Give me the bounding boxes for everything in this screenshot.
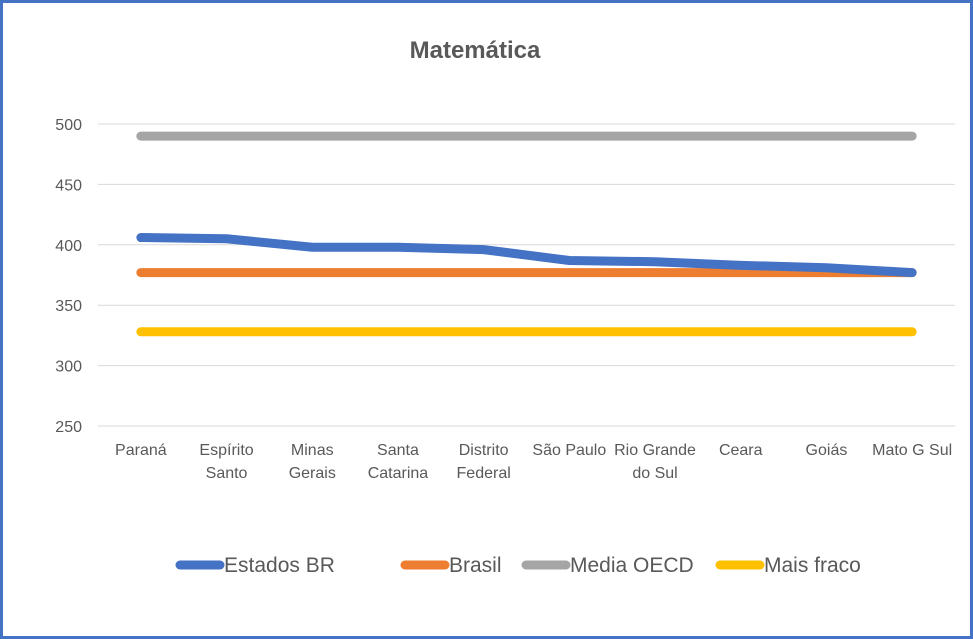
x-tick-label-line: Federal	[457, 465, 511, 482]
x-tick-label-line: do Sul	[632, 465, 677, 482]
x-tick-label-line: Mato G Sul	[872, 442, 952, 459]
x-tick-label-line: Goiás	[806, 442, 848, 459]
x-axis-ticks: Paraná Espírito Santo Minas Gerais Santa Catar…	[115, 442, 952, 482]
x-tick-label: Santa Catarina	[368, 442, 429, 482]
x-tick-label-line: Gerais	[289, 465, 336, 482]
legend-label: Mais fraco	[764, 554, 861, 577]
y-axis-ticks: 250 300 350 400 450 500	[55, 117, 82, 436]
series-lines	[136, 131, 917, 337]
legend: Estados BR Brasil Media OECD Mais fraco	[175, 554, 861, 577]
y-tick-label: 450	[55, 177, 82, 194]
series-line-estados-br	[136, 233, 917, 278]
chart-title: Matemática	[410, 37, 541, 64]
y-tick-label: 350	[55, 298, 82, 315]
x-tick-label-line: São Paulo	[532, 442, 606, 459]
x-tick-label: Ceara	[719, 442, 763, 459]
x-tick-label: Paraná	[115, 442, 167, 459]
x-tick-label-line: Minas	[291, 442, 334, 459]
x-tick-label: Espírito Santo	[199, 442, 253, 482]
legend-label: Brasil	[449, 554, 502, 577]
x-tick-label-line: Espírito	[199, 442, 253, 459]
x-tick-label: Rio Grande do Sul	[614, 442, 696, 482]
x-tick-label-line: Santo	[206, 465, 248, 482]
x-tick-label: Mato G Sul	[872, 442, 952, 459]
x-tick-label: Distrito Federal	[457, 442, 511, 482]
x-tick-label-line: Ceara	[719, 442, 763, 459]
legend-label: Estados BR	[224, 554, 335, 577]
x-tick-label: Goiás	[806, 442, 848, 459]
legend-label: Media OECD	[570, 554, 694, 577]
x-tick-label-line: Distrito	[459, 442, 509, 459]
y-tick-label: 500	[55, 117, 82, 134]
x-tick-label-line: Catarina	[368, 465, 429, 482]
x-tick-label: São Paulo	[532, 442, 606, 459]
y-tick-label: 250	[55, 419, 82, 436]
y-tick-label: 400	[55, 238, 82, 255]
x-tick-label-line: Rio Grande	[614, 442, 696, 459]
x-tick-label-line: Paraná	[115, 442, 167, 459]
x-tick-label: Minas Gerais	[289, 442, 336, 482]
gridlines	[98, 123, 955, 427]
y-tick-label: 300	[55, 359, 82, 376]
x-tick-label-line: Santa	[377, 442, 419, 459]
